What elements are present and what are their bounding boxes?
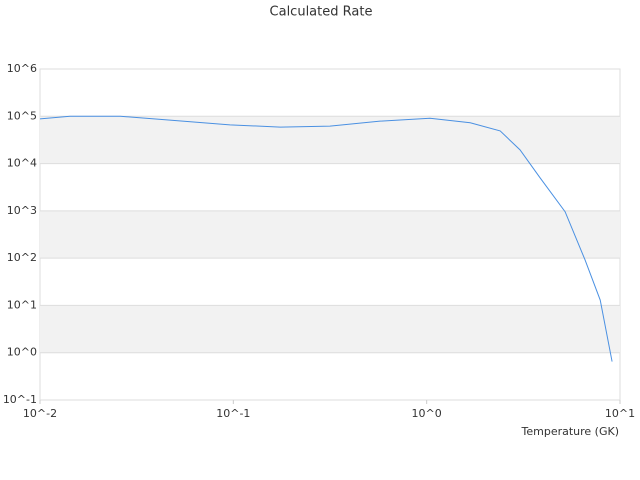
y-tick-label: 10^4 (7, 157, 37, 170)
y-tick-label: 10^5 (7, 109, 37, 122)
y-tick-label: 10^6 (7, 62, 37, 75)
x-axis-label: Temperature (GK) (521, 425, 620, 438)
x-tick-label: 10^0 (412, 407, 442, 420)
y-tick-label: 10^3 (7, 204, 37, 217)
x-tick-label: 10^-2 (23, 407, 57, 420)
grid-band (40, 116, 620, 164)
grid-band (40, 305, 620, 353)
y-tick-label: 10^1 (7, 298, 37, 311)
y-tick-label: 10^-1 (3, 393, 37, 406)
chart-title: Calculated Rate (270, 5, 373, 20)
grid-band (40, 210, 620, 259)
x-tick-label: 10^1 (605, 407, 635, 420)
line (39, 115, 613, 362)
x-tick-label: 10^-1 (216, 407, 250, 420)
y-tick-label: 10^0 (7, 346, 37, 359)
y-tick-label: 10^2 (7, 251, 37, 264)
